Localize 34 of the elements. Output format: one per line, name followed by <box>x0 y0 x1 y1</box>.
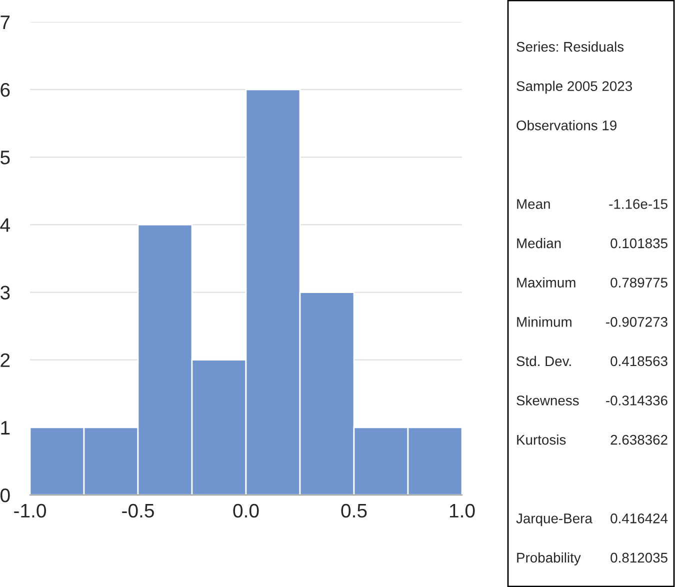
text: 0.789775 <box>610 278 668 288</box>
y-tick-label: 5 <box>0 150 10 164</box>
text: Series: Residuals <box>516 42 624 52</box>
text: -0.314336 <box>606 396 668 406</box>
text: Mean <box>517 199 550 209</box>
text: 0.101835 <box>610 238 668 248</box>
x-tick-label: 1.0 <box>450 504 475 518</box>
text: 2.638362 <box>610 434 668 445</box>
text: -1.16e-15 <box>609 199 668 209</box>
text: Jarque-Bera <box>516 514 592 526</box>
text: Sample 2005 2023 <box>516 80 632 94</box>
y-tick-label: 6 <box>0 83 10 97</box>
y-tick-label: 0 <box>0 488 10 502</box>
y-tick-label: 3 <box>0 286 10 300</box>
y-tick-label: 7 <box>0 16 10 30</box>
text: Skewness <box>516 395 579 406</box>
text: Minimum <box>517 316 572 327</box>
x-tick-label: -1.0 <box>14 504 46 518</box>
y-tick-label: 2 <box>0 353 10 367</box>
x-tick-label: 0.0 <box>233 504 259 518</box>
text: -0.907273 <box>606 316 668 327</box>
x-tick-label: -0.5 <box>122 504 154 518</box>
text: 0.416424 <box>610 513 668 524</box>
text: Maximum <box>517 277 576 288</box>
text: Median <box>517 238 561 248</box>
text: Kurtosis <box>517 434 566 445</box>
text: Observations 19 <box>516 120 616 130</box>
y-tick-label: 1 <box>1 421 10 434</box>
y-tick-label: 4 <box>0 218 10 232</box>
x-tick-label: 0.5 <box>341 504 367 518</box>
text: 0.418563 <box>610 356 668 366</box>
text: Std. Dev. <box>516 356 571 366</box>
text: Probability <box>517 552 581 566</box>
text: 0.812035 <box>610 552 668 563</box>
